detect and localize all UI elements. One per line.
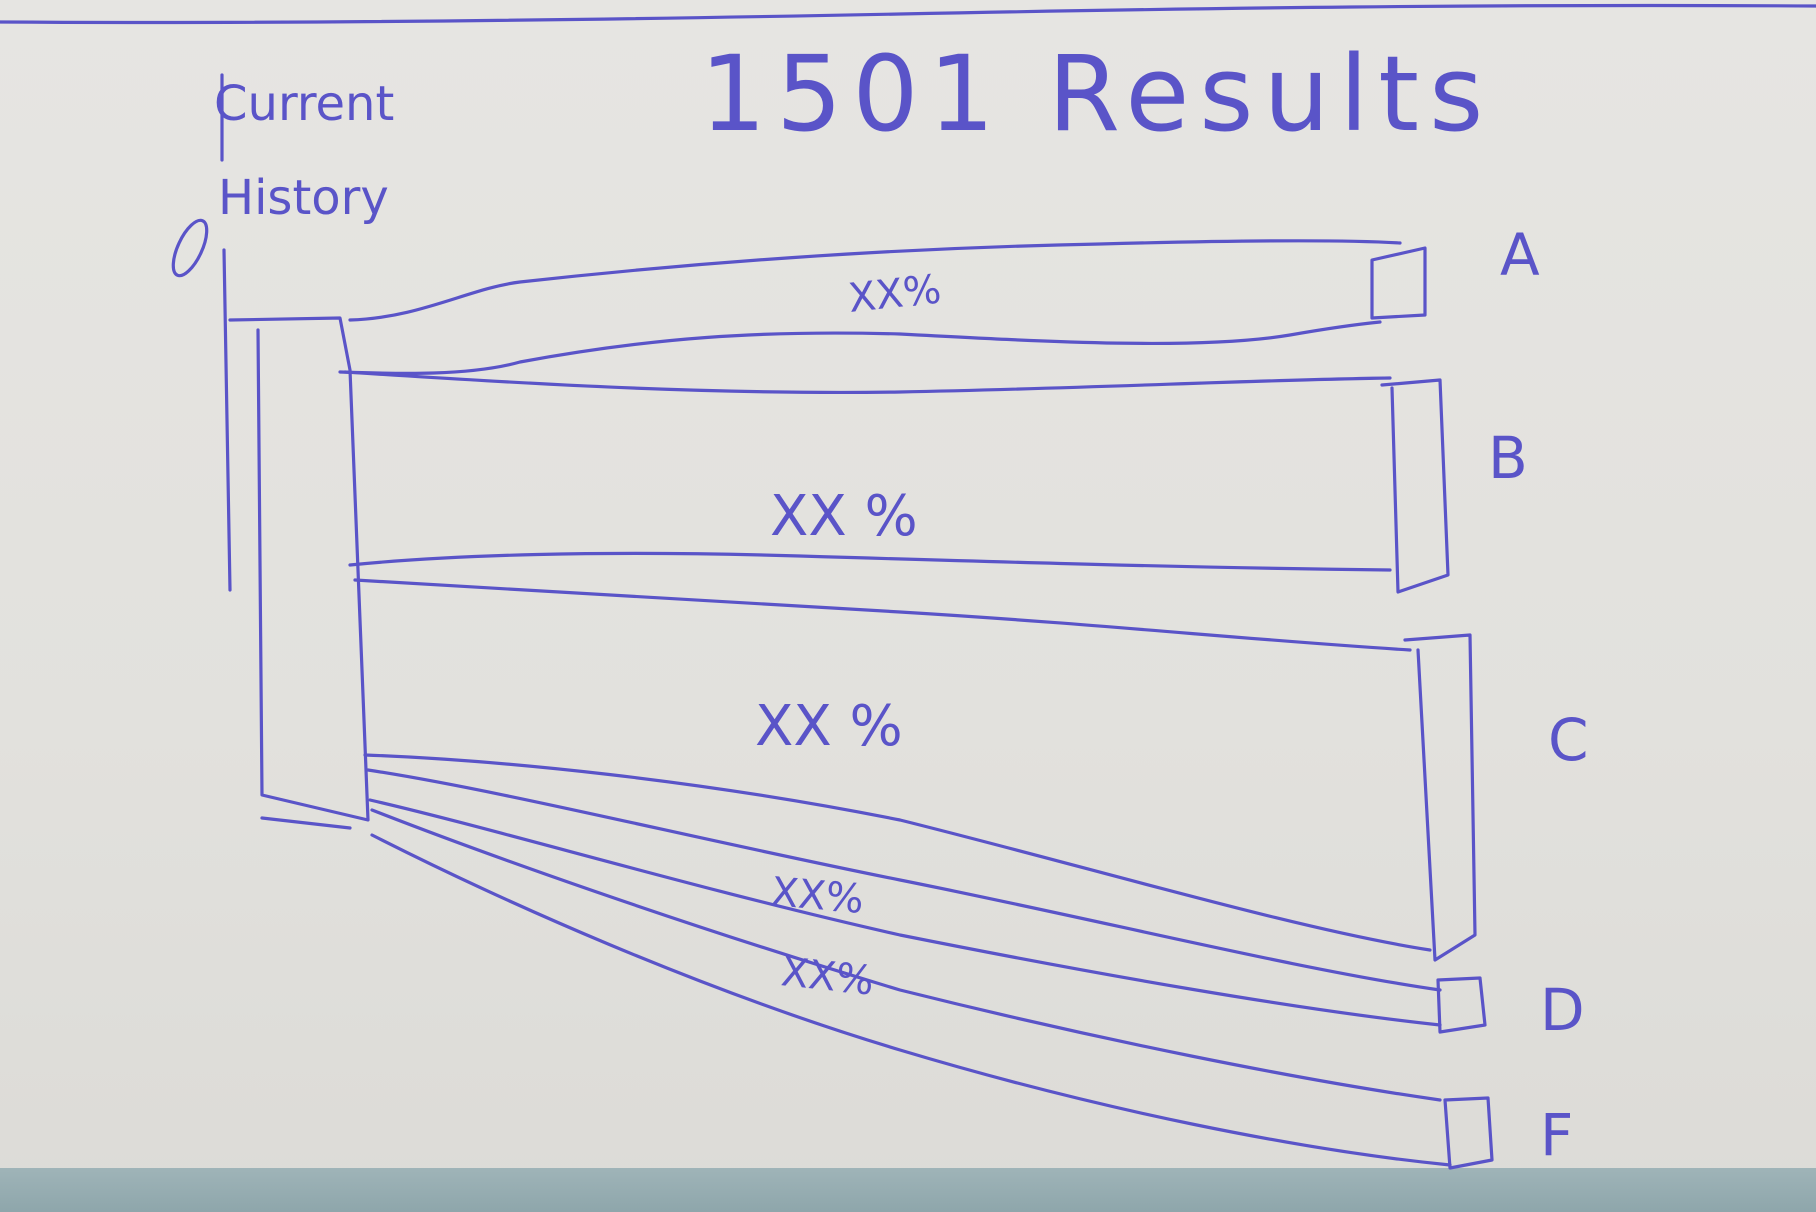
axis-label-history: History (218, 170, 389, 226)
flow-a-value-label: XX% (846, 266, 943, 321)
flow-a-band-top (348, 239, 1402, 322)
flow-f-value-label: XX% (779, 949, 876, 1004)
axis-knob-icon (171, 218, 209, 278)
flow-d-target-node (1436, 976, 1487, 1034)
left-axis-line (220, 73, 232, 592)
flow-b-value-label: XX % (770, 484, 918, 549)
flow-f-target-node (1443, 1096, 1494, 1170)
flow-a: XX% A (338, 221, 1540, 376)
flow-c-band-bottom (363, 753, 1432, 952)
flow-d-value-label: XX% (769, 869, 865, 923)
flow-a-band-bottom (338, 320, 1382, 376)
flow-d-band-bottom (368, 798, 1442, 1027)
top-border-line (0, 3, 1816, 25)
flow-c-category-label: C (1548, 706, 1589, 774)
flow-f-category-label: F (1540, 1101, 1573, 1169)
flow-d: XX% D (366, 768, 1585, 1044)
flow-c-value-label: XX % (755, 694, 903, 759)
flow-f-band-bottom (370, 833, 1452, 1167)
flow-b-band-top (343, 370, 1392, 395)
axis-label-current: Current (214, 76, 394, 132)
flow-d-category-label: D (1540, 976, 1585, 1044)
flow-c-target-node (1403, 633, 1477, 962)
flow-f-band-top (370, 808, 1442, 1102)
flow-b-target-node (1380, 378, 1450, 594)
flow-c-band-top (353, 578, 1412, 652)
flow-c: XX % C (353, 578, 1589, 962)
flow-f: XX% F (370, 808, 1573, 1170)
chart-title: 1501 Results (700, 33, 1493, 155)
flow-d-band-top (366, 768, 1442, 992)
table-edge (0, 1168, 1816, 1212)
source-node-bar (228, 316, 370, 830)
flow-b: XX % B (343, 370, 1528, 594)
flow-a-category-label: A (1500, 221, 1540, 289)
flow-b-category-label: B (1488, 424, 1528, 492)
flow-b-band-bottom (348, 551, 1392, 572)
flow-a-target-node (1370, 246, 1427, 320)
